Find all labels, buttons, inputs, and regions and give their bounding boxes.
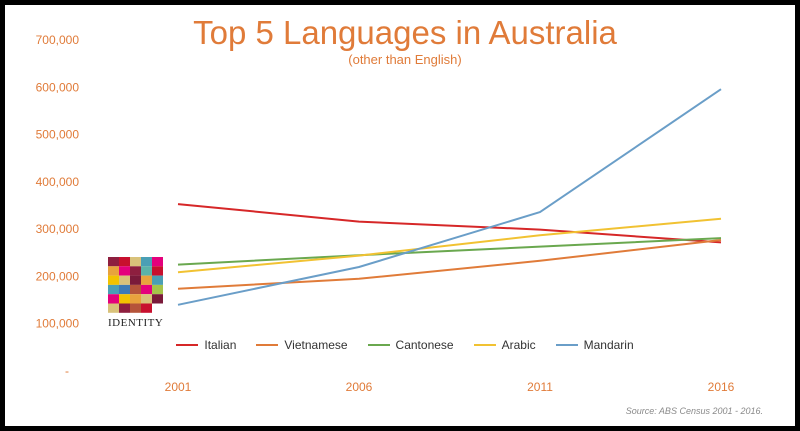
logo-tile — [141, 284, 152, 295]
y-tick-label: 400,000 — [36, 175, 80, 189]
logo-tile — [119, 266, 130, 276]
y-tick-label: 200,000 — [36, 269, 80, 283]
logo-tile — [130, 275, 141, 285]
y-tick-label: 700,000 — [36, 33, 80, 47]
legend-label: Mandarin — [583, 338, 634, 352]
legend-item-arabic: Arabic — [473, 338, 536, 352]
logo-tile — [130, 294, 141, 304]
legend: Italian Vietnamese Cantonese Arabic Mandarin — [5, 338, 800, 352]
legend-swatch — [473, 344, 496, 346]
legend-label: Cantonese — [395, 338, 454, 352]
logo-tile — [141, 257, 152, 267]
legend-label: Vietnamese — [284, 338, 348, 352]
logo-tile — [130, 257, 141, 267]
legend-swatch — [367, 344, 390, 346]
logo-tile — [141, 294, 152, 304]
y-tick-label: - — [65, 364, 69, 378]
logo-tile — [152, 294, 163, 304]
legend-item-cantonese: Cantonese — [367, 338, 454, 352]
y-tick-label: 500,000 — [36, 128, 80, 142]
x-axis-ticks: 2001 2006 2011 2016 — [165, 380, 735, 394]
legend-item-vietnamese: Vietnamese — [256, 338, 348, 352]
logo-tile — [119, 294, 130, 304]
chart-subtitle: (other than English) — [348, 52, 462, 67]
x-tick-label: 2001 — [165, 380, 192, 394]
logo-tile — [141, 303, 152, 313]
legend-label: Italian — [204, 338, 237, 352]
chart-title: Top 5 Languages in Australia — [193, 14, 617, 51]
x-tick-label: 2011 — [527, 380, 553, 394]
logo-tile — [108, 284, 119, 295]
logo-tile — [130, 284, 141, 295]
series-line-italian — [177, 203, 722, 244]
x-tick-label: 2006 — [346, 380, 373, 394]
y-tick-label: 300,000 — [36, 222, 80, 236]
series-line-arabic — [177, 217, 722, 274]
logo-tile — [108, 303, 119, 313]
series-line-cantonese — [177, 237, 722, 266]
logo-tile — [108, 266, 119, 276]
logo-tile — [152, 257, 163, 267]
logo-tile — [108, 294, 119, 304]
logo-tile — [130, 303, 141, 313]
identity-logo: IDENTITY — [108, 257, 164, 331]
logo-tile — [152, 275, 163, 285]
logo-tile — [108, 275, 119, 285]
logo-tile — [119, 257, 130, 267]
legend-swatch — [555, 344, 578, 346]
y-tick-label: 100,000 — [36, 317, 80, 331]
series-lines — [177, 88, 722, 306]
source-note: Source: ABS Census 2001 - 2016. — [625, 406, 763, 416]
logo-tile — [141, 275, 152, 285]
x-tick-label: 2016 — [708, 380, 735, 394]
logo-tile — [119, 275, 130, 285]
logo-tile — [141, 266, 152, 276]
series-line-vietnamese — [177, 239, 722, 290]
y-tick-label: 600,000 — [36, 80, 80, 94]
logo-tile — [108, 257, 119, 267]
logo-text: IDENTITY — [108, 317, 164, 329]
line-chart: - 100,000 200,000 300,000 400,000 500,000 600,… — [36, 33, 735, 394]
legend-label: Arabic — [501, 338, 536, 352]
legend-swatch — [176, 344, 199, 346]
legend-item-italian: Italian — [176, 338, 236, 352]
legend-swatch — [256, 344, 279, 346]
series-line-mandarin — [177, 88, 722, 306]
logo-tile — [152, 266, 163, 276]
logo-tile — [119, 303, 130, 313]
legend-item-mandarin: Mandarin — [555, 338, 634, 352]
logo-tile — [152, 284, 163, 295]
logo-tile — [119, 284, 130, 295]
logo-mosaic — [108, 257, 163, 313]
y-axis-ticks: - 100,000 200,000 300,000 400,000 500,000 600,… — [36, 33, 80, 378]
logo-tile — [130, 266, 141, 276]
